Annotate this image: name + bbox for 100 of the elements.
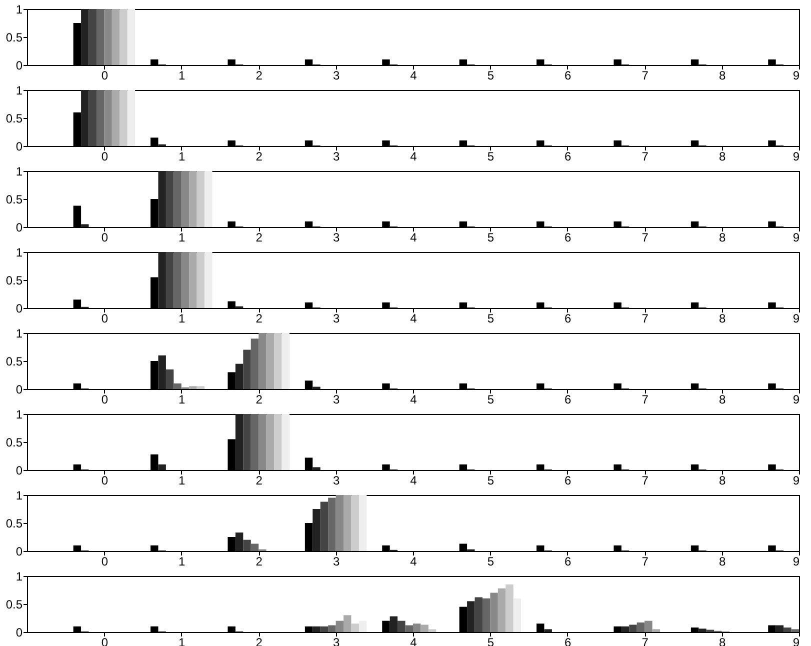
bar xyxy=(112,9,120,65)
bar xyxy=(544,629,552,632)
y-tick-label: 0.5 xyxy=(6,30,23,44)
bar xyxy=(768,140,776,146)
y-tick-label: 0 xyxy=(16,544,23,558)
y-tick-label: 1 xyxy=(16,246,23,260)
bar xyxy=(382,302,390,308)
bar xyxy=(536,383,544,389)
bar xyxy=(344,615,352,632)
bar xyxy=(243,540,251,551)
bar xyxy=(73,112,82,146)
bar xyxy=(413,624,421,632)
x-tick-label: 9 xyxy=(792,392,800,406)
x-tick-label: 9 xyxy=(792,474,800,488)
bar xyxy=(690,464,699,470)
x-tick-label: 0 xyxy=(101,554,108,568)
bar xyxy=(250,414,259,470)
x-tick-label: 9 xyxy=(792,312,800,326)
bar xyxy=(614,59,622,65)
x-tick-label: 2 xyxy=(256,150,263,164)
bar xyxy=(150,59,158,65)
x-tick-label: 8 xyxy=(718,150,726,164)
x-tick-label: 5 xyxy=(487,474,494,488)
x-tick-label: 5 xyxy=(487,312,494,326)
bar xyxy=(304,221,313,227)
bar xyxy=(243,414,251,470)
x-tick-label: 7 xyxy=(642,392,649,406)
bar xyxy=(228,301,236,308)
bar xyxy=(73,545,82,551)
x-tick-label: 8 xyxy=(718,312,726,326)
bar xyxy=(536,221,544,227)
bar xyxy=(88,9,96,65)
bar xyxy=(150,361,158,389)
bar xyxy=(768,545,776,551)
bar xyxy=(235,532,244,551)
bar xyxy=(768,464,776,470)
bar xyxy=(690,545,699,551)
bar xyxy=(120,90,128,146)
x-tick-label: 2 xyxy=(256,68,263,82)
bar xyxy=(791,629,799,632)
bar xyxy=(166,252,174,308)
bar xyxy=(768,383,776,389)
x-tick-label: 3 xyxy=(332,312,340,326)
bar xyxy=(258,333,266,389)
bar xyxy=(196,386,205,389)
bar xyxy=(768,625,776,632)
x-tick-label: 6 xyxy=(564,68,572,82)
x-tick-label: 8 xyxy=(718,68,726,82)
bar xyxy=(629,624,637,632)
bar xyxy=(459,59,468,65)
x-tick-label: 6 xyxy=(564,392,572,406)
y-tick-label: 0.5 xyxy=(6,274,23,288)
bar xyxy=(614,464,622,470)
x-tick-label: 1 xyxy=(178,392,186,406)
x-tick-label: 5 xyxy=(487,230,494,244)
x-tick-label: 3 xyxy=(332,68,340,82)
x-tick-label: 2 xyxy=(256,312,263,326)
y-tick-label: 0.5 xyxy=(6,354,23,368)
x-tick-label: 1 xyxy=(178,68,186,82)
y-tick-label: 0.5 xyxy=(6,516,23,530)
bar xyxy=(174,252,182,308)
bar xyxy=(382,464,390,470)
bar xyxy=(536,59,544,65)
x-tick-label: 8 xyxy=(718,392,726,406)
bar xyxy=(274,414,282,470)
bar xyxy=(614,383,622,389)
bar xyxy=(235,364,244,389)
bar xyxy=(690,302,699,308)
bar xyxy=(614,221,622,227)
bar xyxy=(266,414,274,470)
bar xyxy=(112,90,120,146)
bar xyxy=(166,369,174,389)
bar xyxy=(358,620,367,632)
bar xyxy=(282,414,290,470)
bar xyxy=(459,606,468,632)
x-tick-label: 7 xyxy=(642,554,649,568)
bar xyxy=(459,302,468,308)
bar xyxy=(228,221,236,227)
bar xyxy=(189,171,197,227)
bar xyxy=(243,350,251,389)
bar xyxy=(351,624,359,632)
bar xyxy=(405,625,413,632)
bar xyxy=(382,383,390,389)
bar xyxy=(150,454,158,470)
x-tick-label: 0 xyxy=(101,230,108,244)
x-tick-label: 3 xyxy=(332,150,340,164)
x-tick-label: 5 xyxy=(487,554,494,568)
bar xyxy=(644,620,652,632)
x-tick-label: 4 xyxy=(410,392,418,406)
x-tick-label: 7 xyxy=(642,474,649,488)
bar xyxy=(328,625,336,632)
bar xyxy=(228,439,236,470)
bar xyxy=(768,302,776,308)
bar xyxy=(690,59,699,65)
x-tick-label: 0 xyxy=(101,312,108,326)
bar xyxy=(382,59,390,65)
x-tick-label: 3 xyxy=(332,230,340,244)
bar xyxy=(652,629,660,632)
bar xyxy=(690,383,699,389)
bar xyxy=(96,9,104,65)
